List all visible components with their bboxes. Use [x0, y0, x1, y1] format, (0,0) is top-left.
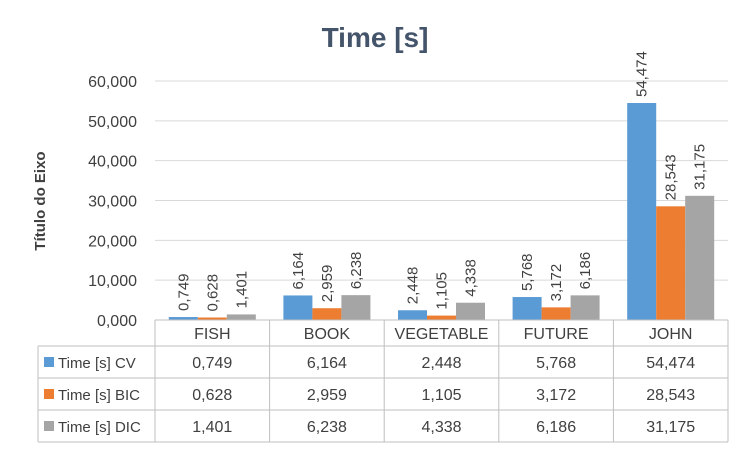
table-cell: 5,768: [536, 355, 576, 372]
table-cell: 3,172: [536, 387, 576, 404]
bar: [168, 317, 198, 320]
bar: [685, 195, 715, 320]
legend-swatch: [44, 389, 54, 399]
bar: [283, 295, 313, 320]
y-tick-label: 60,000: [88, 74, 137, 91]
data-label: 28,543: [663, 154, 680, 200]
table-cell: 1,401: [192, 419, 232, 436]
bars: [168, 103, 715, 320]
category-label: FISH: [194, 326, 230, 343]
y-tick-label: 50,000: [88, 114, 137, 131]
bar: [226, 314, 256, 320]
table-cell: 54,474: [646, 355, 695, 372]
table-cell: 31,175: [646, 419, 695, 436]
data-label: 6,238: [348, 252, 365, 290]
y-tick-label: 30,000: [88, 194, 137, 211]
bar: [427, 315, 456, 320]
legend-swatch: [44, 421, 54, 431]
data-label: 0,628: [204, 274, 221, 312]
category-label: FUTURE: [524, 326, 589, 343]
data-labels: 0,749 6,164 2,448 5,768 54,474 0,628 2,959 1,10…: [175, 51, 708, 311]
data-label: 1,105: [434, 272, 451, 310]
bar: [398, 310, 427, 320]
y-tick-label: 40,000: [88, 154, 137, 171]
y-axis-title: Título do Eixo: [32, 151, 49, 250]
category-label: BOOK: [304, 326, 351, 343]
gridlines: [155, 80, 728, 321]
bar: [512, 297, 542, 320]
table-cell: 1,105: [421, 387, 461, 404]
table-cell: 6,238: [307, 419, 347, 436]
data-label: 2,448: [405, 267, 422, 305]
data-label: 6,186: [577, 252, 594, 290]
category-label: JOHN: [649, 326, 693, 343]
legend-label: Time [s] BIC: [58, 387, 140, 404]
data-label: 31,175: [692, 144, 709, 190]
data-table: FISH BOOK VEGETABLE FUTURE JOHN Time [s] CV 0,…: [37, 319, 729, 443]
table-cell: 0,749: [192, 355, 232, 372]
legend-swatch: [44, 357, 54, 367]
data-label: 4,338: [463, 259, 480, 297]
table-cell: 4,338: [421, 419, 461, 436]
bar: [541, 307, 571, 320]
table-cell: 6,186: [536, 419, 576, 436]
bar: [456, 302, 485, 320]
table-cell: 2,959: [307, 387, 347, 404]
bar: [197, 317, 227, 320]
y-tick-label: 10,000: [88, 273, 137, 290]
bar: [627, 103, 657, 320]
bar: [656, 206, 686, 320]
y-axis-ticks: 0,000 10,000 20,000 30,000 40,000 50,000 60,00…: [88, 74, 137, 330]
y-tick-label: 20,000: [88, 233, 137, 250]
bar: [312, 308, 342, 320]
chart-title: Time [s]: [322, 22, 429, 53]
data-label: 5,768: [519, 253, 536, 291]
data-label: 2,959: [319, 265, 336, 303]
legend-label: Time [s] DIC: [58, 419, 141, 436]
table-cell: 2,448: [421, 355, 461, 372]
table-cell: 28,543: [646, 387, 695, 404]
data-label: 54,474: [634, 51, 651, 97]
table-cell: 0,628: [192, 387, 232, 404]
data-label: 3,172: [548, 264, 565, 302]
y-tick-label: 0,000: [97, 313, 137, 330]
data-label: 6,164: [290, 252, 307, 290]
bar: [341, 295, 371, 320]
table-cell: 6,164: [307, 355, 347, 372]
bar: [570, 295, 600, 320]
legend-label: Time [s] CV: [58, 355, 136, 372]
data-label: 1,401: [233, 271, 250, 309]
category-label: VEGETABLE: [395, 326, 489, 343]
data-label: 0,749: [175, 273, 192, 311]
